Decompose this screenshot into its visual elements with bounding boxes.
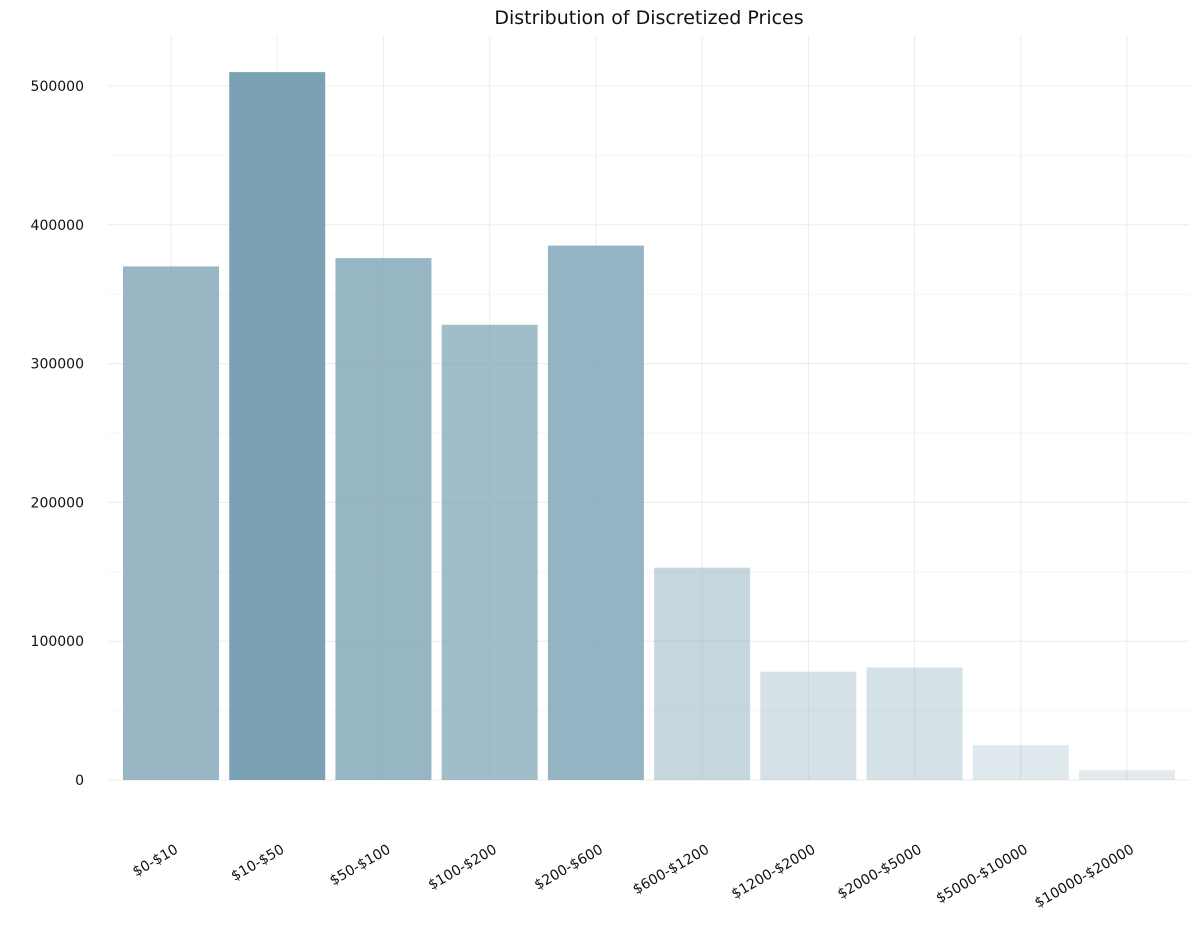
- x-tick-label: $5000-$10000: [934, 842, 1031, 907]
- bar-2: [229, 72, 326, 781]
- y-tick-label: 500000: [31, 79, 84, 95]
- bars: [123, 72, 1175, 781]
- bar-5: [547, 245, 644, 780]
- y-tick-label: 400000: [31, 218, 84, 234]
- chart-title: Distribution of Discretized Prices: [494, 7, 803, 29]
- bar-3: [335, 258, 432, 780]
- x-tick-label: $10000-$20000: [1032, 842, 1137, 912]
- y-tick-label: 300000: [31, 357, 84, 373]
- bar-8: [866, 667, 963, 780]
- x-tick-label: $600-$1200: [630, 842, 712, 898]
- x-tick-label: $1200-$2000: [729, 842, 819, 903]
- x-tick-label: $2000-$5000: [835, 842, 925, 903]
- bar-9: [972, 745, 1069, 780]
- bar-10: [1079, 770, 1175, 780]
- y-tick-label: 200000: [31, 495, 84, 511]
- x-tick-label: $10-$50: [229, 842, 288, 885]
- y-tick-label: 0: [75, 773, 84, 789]
- x-tick-label: $100-$200: [426, 842, 500, 894]
- x-tick-label: $0-$10: [130, 842, 181, 881]
- x-tick-label: $50-$100: [327, 842, 393, 890]
- y-axis-ticks: 0 100000 200000 300000 400000 500000: [31, 79, 84, 789]
- bar-1: [123, 266, 219, 780]
- x-axis-ticks: $0-$10 $10-$50 $50-$100 $100-$200 $200-$600 $…: [130, 842, 1137, 912]
- bar-4: [441, 324, 538, 780]
- x-tick-label: $200-$600: [532, 842, 606, 894]
- y-tick-label: 100000: [31, 634, 84, 650]
- bar-6: [654, 567, 751, 780]
- bar-7: [760, 671, 857, 780]
